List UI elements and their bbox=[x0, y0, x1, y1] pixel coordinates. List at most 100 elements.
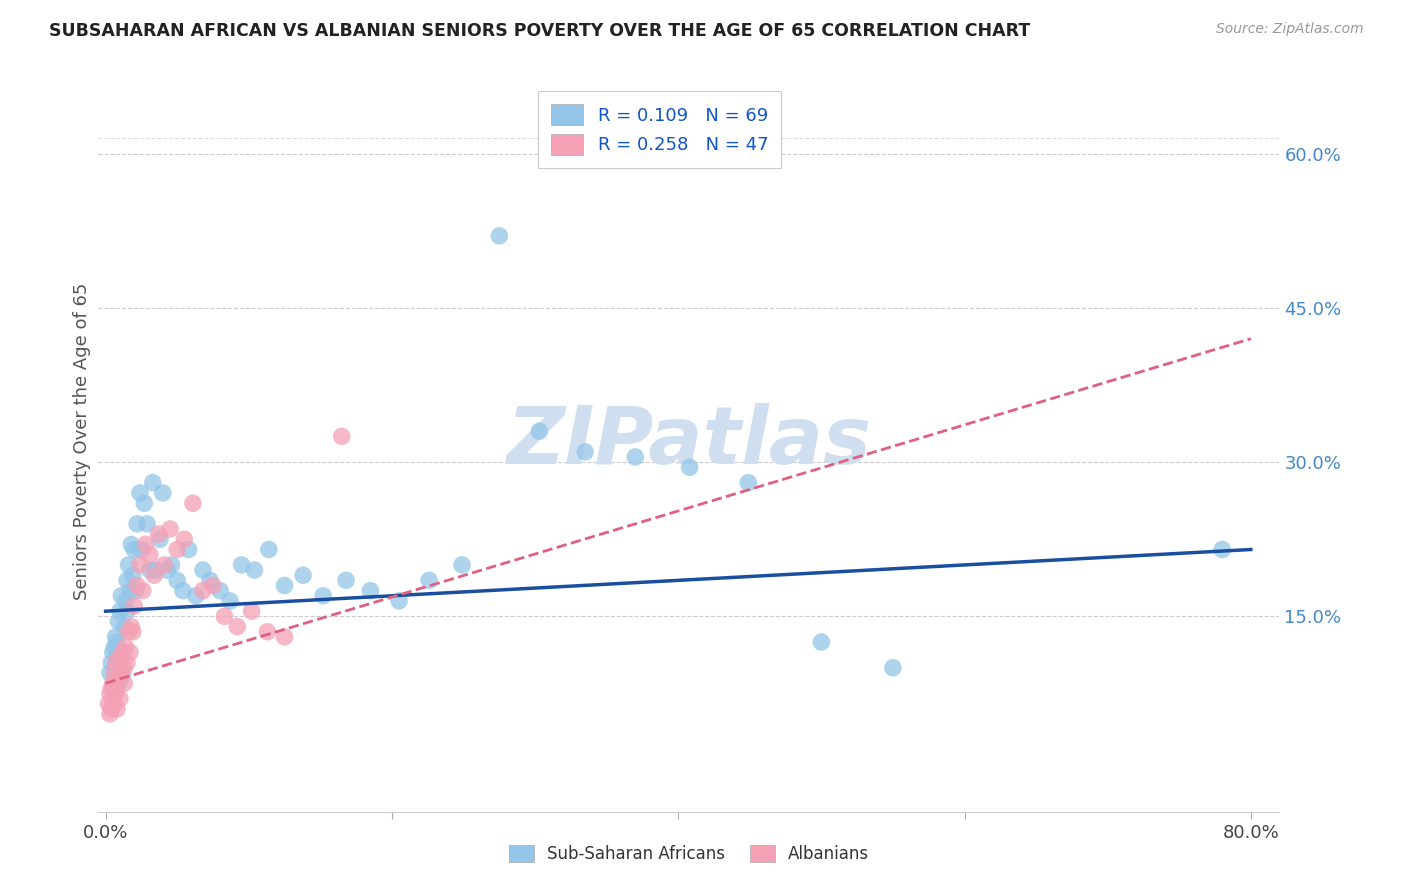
Point bbox=[882, 661, 904, 675]
Point bbox=[292, 568, 315, 582]
Point bbox=[148, 527, 170, 541]
Point bbox=[100, 681, 122, 696]
Point bbox=[108, 650, 131, 665]
Point bbox=[103, 697, 125, 711]
Text: Source: ZipAtlas.com: Source: ZipAtlas.com bbox=[1216, 22, 1364, 37]
Point bbox=[574, 445, 596, 459]
Point bbox=[110, 661, 132, 675]
Point bbox=[529, 424, 551, 438]
Point bbox=[122, 599, 145, 613]
Point bbox=[104, 661, 127, 675]
Point bbox=[335, 574, 357, 588]
Point bbox=[111, 665, 134, 680]
Point bbox=[125, 578, 148, 592]
Point bbox=[101, 645, 124, 659]
Point bbox=[131, 542, 153, 557]
Point bbox=[97, 697, 120, 711]
Point bbox=[114, 594, 136, 608]
Point bbox=[103, 671, 125, 685]
Point bbox=[105, 681, 128, 696]
Point bbox=[139, 563, 162, 577]
Point bbox=[115, 604, 138, 618]
Point bbox=[312, 589, 335, 603]
Point bbox=[107, 615, 129, 629]
Point bbox=[418, 574, 440, 588]
Point bbox=[243, 563, 266, 577]
Point bbox=[142, 475, 165, 490]
Point bbox=[209, 583, 232, 598]
Point bbox=[107, 650, 129, 665]
Point bbox=[101, 681, 124, 696]
Point bbox=[105, 635, 128, 649]
Point bbox=[152, 486, 174, 500]
Point bbox=[108, 673, 131, 687]
Point bbox=[273, 630, 295, 644]
Point bbox=[153, 558, 176, 572]
Point bbox=[98, 686, 121, 700]
Point bbox=[98, 706, 121, 721]
Point bbox=[100, 656, 122, 670]
Point bbox=[129, 486, 152, 500]
Point bbox=[110, 665, 132, 680]
Point bbox=[149, 533, 172, 547]
Point bbox=[388, 594, 411, 608]
Point bbox=[226, 620, 249, 634]
Point bbox=[101, 676, 124, 690]
Point bbox=[330, 429, 353, 443]
Point bbox=[111, 645, 134, 659]
Point bbox=[172, 583, 194, 598]
Point bbox=[219, 594, 242, 608]
Point bbox=[105, 665, 128, 680]
Point bbox=[115, 656, 138, 670]
Point bbox=[143, 568, 166, 582]
Point bbox=[184, 589, 207, 603]
Point bbox=[231, 558, 253, 572]
Point bbox=[105, 702, 128, 716]
Point bbox=[810, 635, 832, 649]
Point bbox=[125, 516, 148, 531]
Point bbox=[117, 558, 139, 572]
Point bbox=[112, 661, 135, 675]
Text: SUBSAHARAN AFRICAN VS ALBANIAN SENIORS POVERTY OVER THE AGE OF 65 CORRELATION CH: SUBSAHARAN AFRICAN VS ALBANIAN SENIORS P… bbox=[49, 22, 1031, 40]
Point bbox=[101, 691, 124, 706]
Point bbox=[145, 563, 167, 577]
Point bbox=[120, 537, 142, 551]
Point bbox=[159, 522, 181, 536]
Point bbox=[191, 563, 214, 577]
Point bbox=[166, 574, 188, 588]
Legend: R = 0.109   N = 69, R = 0.258   N = 47: R = 0.109 N = 69, R = 0.258 N = 47 bbox=[538, 92, 780, 168]
Y-axis label: Seniors Poverty Over the Age of 65: Seniors Poverty Over the Age of 65 bbox=[73, 283, 91, 600]
Point bbox=[240, 604, 263, 618]
Point bbox=[191, 583, 214, 598]
Point bbox=[114, 640, 136, 655]
Point bbox=[121, 568, 143, 582]
Point bbox=[104, 656, 127, 670]
Point bbox=[451, 558, 474, 572]
Point bbox=[121, 624, 143, 639]
Point bbox=[104, 630, 127, 644]
Point bbox=[111, 645, 134, 659]
Point bbox=[488, 228, 510, 243]
Point bbox=[679, 460, 702, 475]
Point bbox=[104, 676, 127, 690]
Point bbox=[103, 665, 125, 680]
Point bbox=[135, 537, 157, 551]
Point bbox=[103, 640, 125, 655]
Point bbox=[129, 558, 152, 572]
Point bbox=[257, 542, 280, 557]
Point bbox=[139, 548, 162, 562]
Point bbox=[98, 665, 121, 680]
Text: ZIPatlas: ZIPatlas bbox=[506, 402, 872, 481]
Point bbox=[177, 542, 200, 557]
Point bbox=[173, 533, 195, 547]
Point bbox=[198, 574, 221, 588]
Point bbox=[214, 609, 236, 624]
Point bbox=[166, 542, 188, 557]
Point bbox=[118, 583, 141, 598]
Point bbox=[107, 671, 129, 685]
Point bbox=[100, 702, 122, 716]
Point bbox=[737, 475, 759, 490]
Point bbox=[110, 589, 132, 603]
Point bbox=[108, 691, 131, 706]
Point bbox=[134, 496, 156, 510]
